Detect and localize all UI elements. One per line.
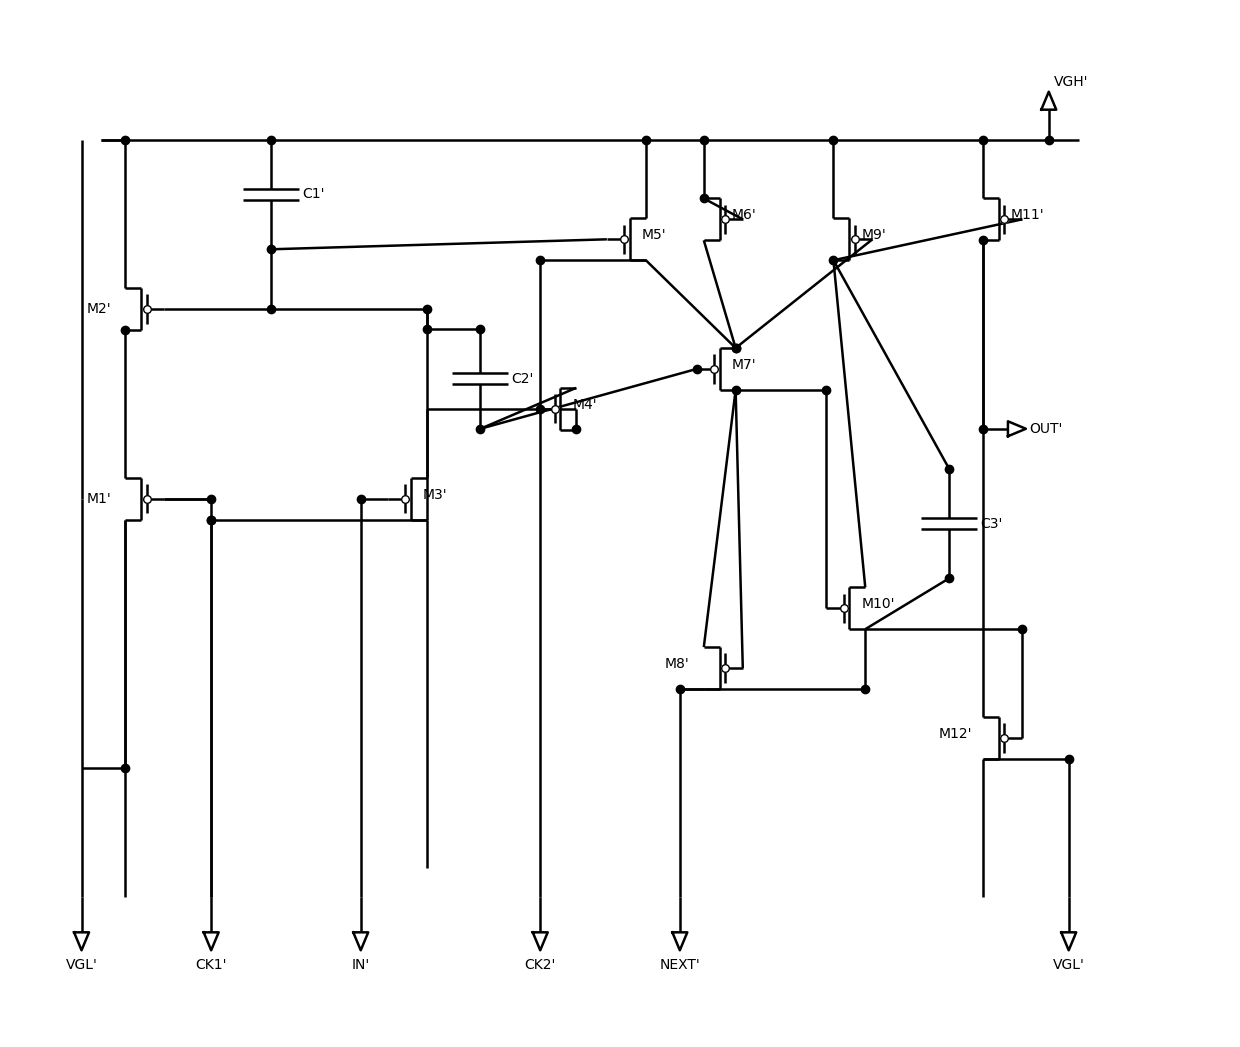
Text: M11': M11' <box>1011 208 1044 222</box>
Text: VGL': VGL' <box>1053 958 1085 973</box>
Text: CK1': CK1' <box>196 958 227 973</box>
Text: M5': M5' <box>642 228 667 242</box>
Text: M3': M3' <box>423 488 448 502</box>
Polygon shape <box>203 932 218 951</box>
Text: VGL': VGL' <box>66 958 98 973</box>
Polygon shape <box>1042 92 1056 110</box>
Text: M6': M6' <box>732 208 756 222</box>
Text: M1': M1' <box>87 492 112 506</box>
Polygon shape <box>533 932 548 951</box>
Text: IN': IN' <box>352 958 370 973</box>
Text: M2': M2' <box>87 303 112 316</box>
Text: C1': C1' <box>301 187 325 201</box>
Text: OUT': OUT' <box>1029 422 1063 436</box>
Text: NEXT': NEXT' <box>660 958 701 973</box>
Text: M4': M4' <box>572 398 596 411</box>
Polygon shape <box>1008 421 1025 437</box>
Text: M8': M8' <box>665 658 689 671</box>
Polygon shape <box>672 932 687 951</box>
Text: M12': M12' <box>939 727 972 741</box>
Polygon shape <box>353 932 368 951</box>
Text: CK2': CK2' <box>525 958 556 973</box>
Text: C3': C3' <box>980 516 1002 531</box>
Text: VGH': VGH' <box>1054 74 1089 89</box>
Polygon shape <box>1061 932 1076 951</box>
Text: M7': M7' <box>732 358 756 372</box>
Text: M10': M10' <box>862 597 895 611</box>
Polygon shape <box>74 932 89 951</box>
Text: C2': C2' <box>511 372 533 386</box>
Text: M9': M9' <box>862 228 887 242</box>
